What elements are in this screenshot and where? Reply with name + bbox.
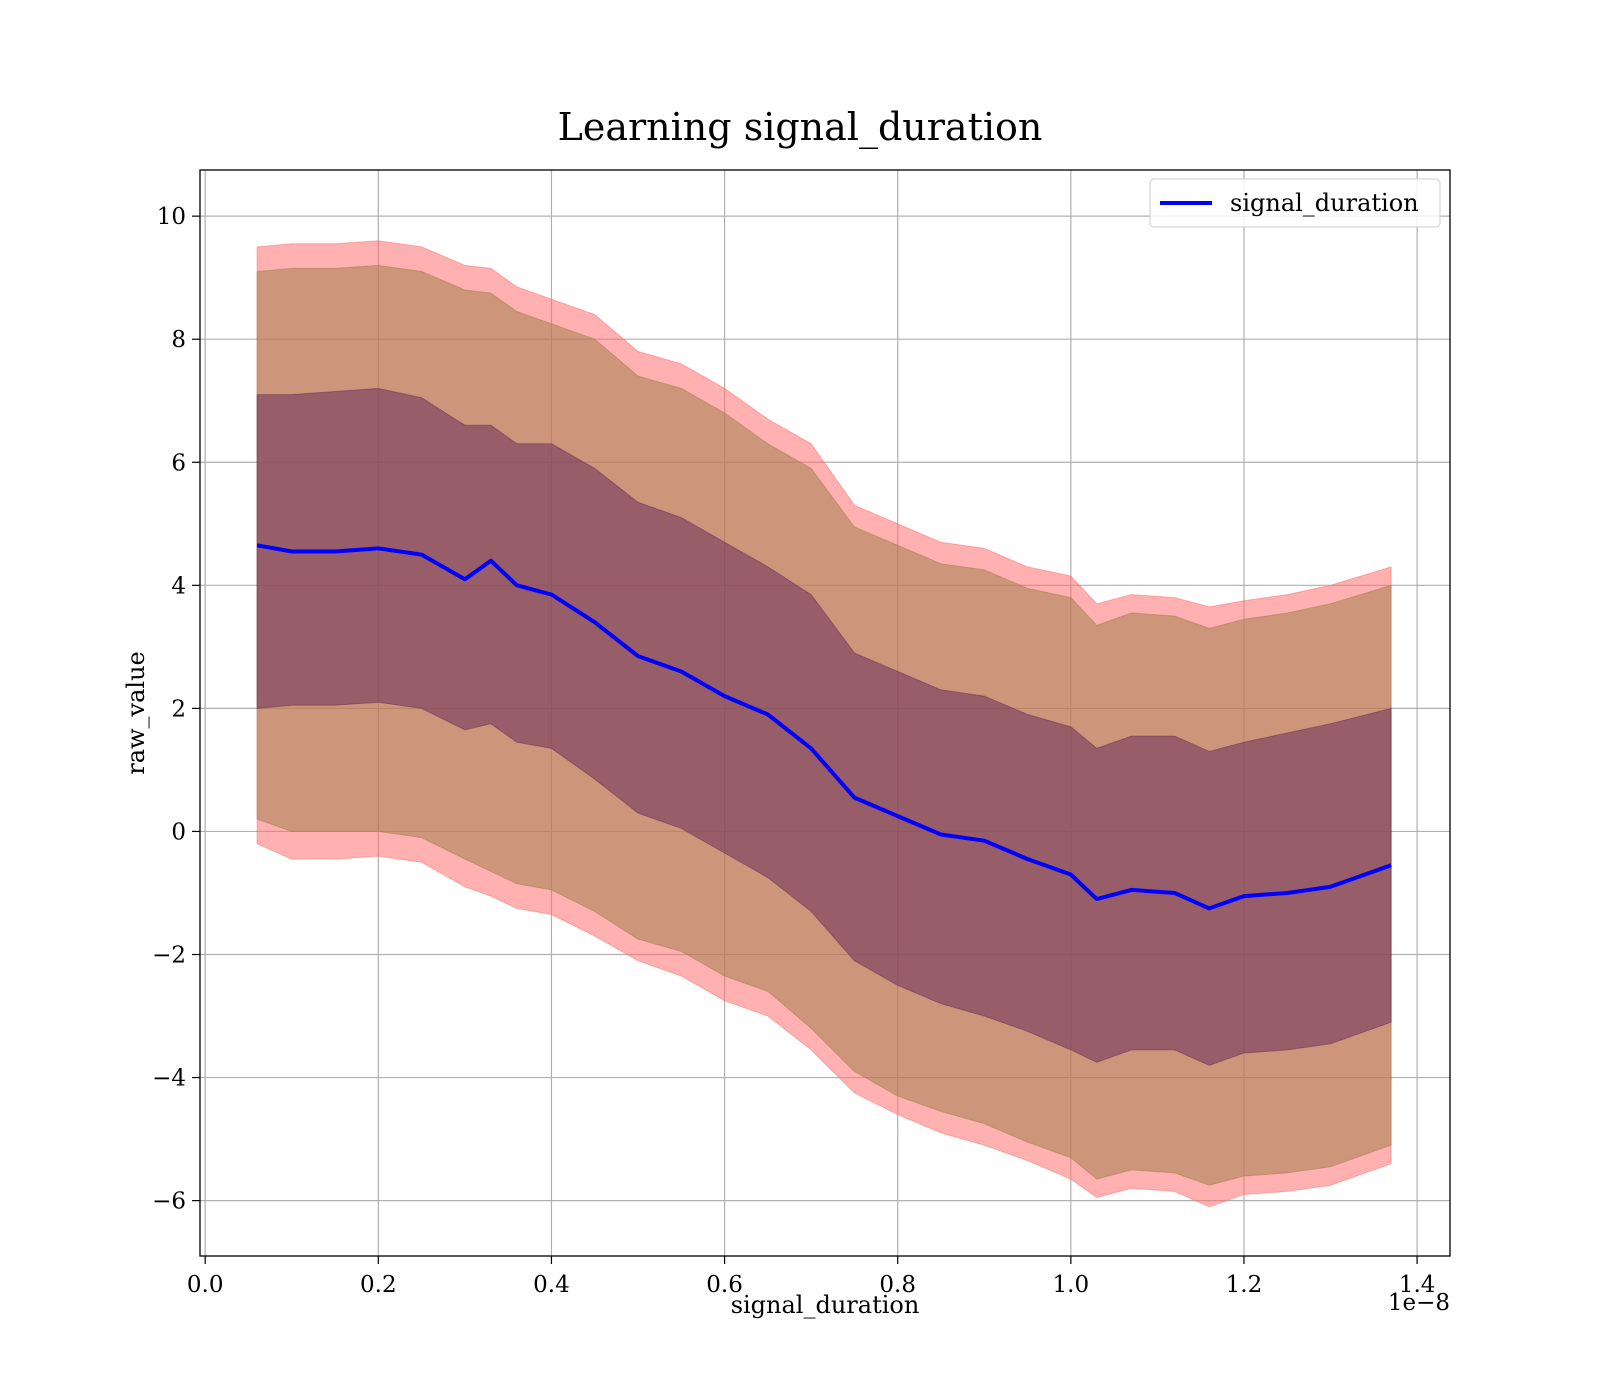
x-tick-label: 0.4 (533, 1272, 570, 1298)
y-axis: −6 −4 −2 0 2 4 6 8 10 (152, 204, 200, 1215)
x-axis: 0.0 0.2 0.4 0.6 0.8 1.0 1.2 1.4 (187, 1256, 1435, 1298)
chart-title: Learning signal_duration (558, 105, 1043, 150)
legend-label-signal-duration: signal_duration (1230, 189, 1419, 217)
axes-frame (199, 169, 1451, 1257)
x-tick-label: 1.0 (1053, 1272, 1090, 1298)
y-tick-label: 8 (171, 327, 186, 353)
y-tick-label: 6 (171, 450, 186, 476)
y-tick-label: −4 (152, 1066, 186, 1092)
x-tick-label: 0.6 (706, 1272, 743, 1298)
y-tick-label: 10 (157, 204, 186, 230)
x-tick-label: 1.4 (1399, 1272, 1436, 1298)
y-tick-label: −6 (152, 1189, 186, 1215)
x-tick-label: 1.2 (1226, 1272, 1263, 1298)
x-axis-offset-label: 1e−8 (1388, 1290, 1450, 1316)
legend: signal_duration (1149, 178, 1441, 228)
y-tick-label: 4 (171, 573, 186, 599)
x-axis-label: signal_duration (731, 1291, 920, 1319)
y-tick-label: −2 (152, 943, 186, 969)
x-tick-label: 0.0 (187, 1272, 224, 1298)
series-line-signal-duration (256, 543, 1392, 911)
y-tick-label: 0 (171, 819, 186, 845)
legend-box (1149, 178, 1441, 228)
x-tick-label: 0.8 (879, 1272, 916, 1298)
y-axis-label: raw_value (122, 651, 150, 775)
x-tick-label: 0.2 (360, 1272, 397, 1298)
y-tick-label: 2 (171, 696, 186, 722)
